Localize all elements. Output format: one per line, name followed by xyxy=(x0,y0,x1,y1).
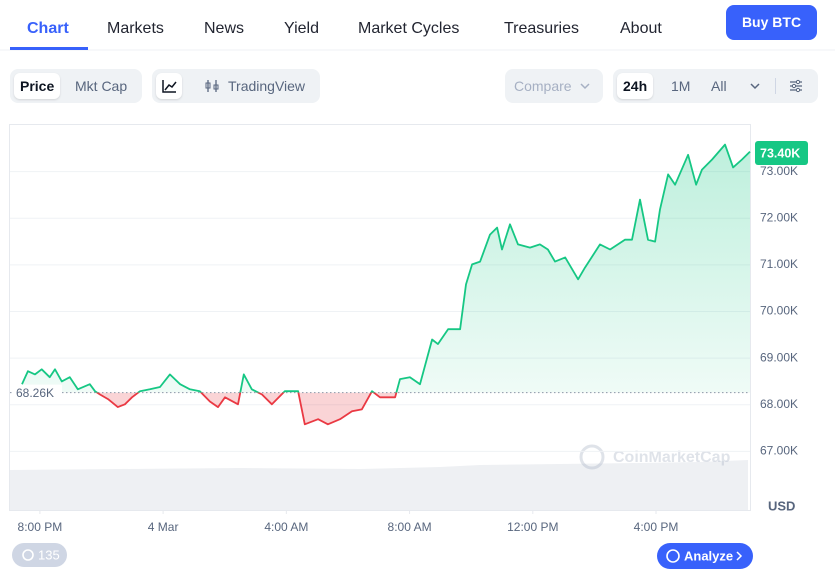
x-tick-label: 12:00 PM xyxy=(507,520,558,534)
candle-icon xyxy=(205,80,219,92)
metric-toggle: Price Mkt Cap xyxy=(10,69,142,103)
x-tick-label: 8:00 PM xyxy=(18,520,63,534)
badge-count: 135 xyxy=(38,547,60,562)
plot-frame xyxy=(9,124,751,511)
area-down xyxy=(97,392,397,425)
nav-tab[interactable]: Treasuries xyxy=(504,20,579,37)
metric-option[interactable]: Mkt Cap xyxy=(75,78,128,94)
nav-tab[interactable]: Market Cycles xyxy=(358,20,460,37)
compare-select[interactable]: Compare xyxy=(505,69,603,103)
area-up xyxy=(22,144,750,393)
buy-button[interactable]: Buy BTC xyxy=(726,5,817,40)
analyze-label: Analyze xyxy=(684,548,733,563)
price-line-down xyxy=(95,392,398,426)
watermark-logo xyxy=(579,444,605,470)
y-tick-label: 73.00K xyxy=(760,164,798,178)
nav-tab[interactable]: Markets xyxy=(107,20,164,37)
range-chevron[interactable] xyxy=(749,80,761,92)
x-tick-label: 4:00 AM xyxy=(264,520,308,534)
last-value-box xyxy=(755,140,808,165)
settings-icon[interactable] xyxy=(789,79,803,93)
chart-tool-toggle: TradingView xyxy=(152,69,320,103)
separator xyxy=(775,78,776,94)
watermark-text: CoinMarketCap xyxy=(613,449,731,466)
tradingview-option[interactable]: TradingView xyxy=(228,78,306,94)
y-tick-label: 69.00K xyxy=(760,350,798,364)
x-tick-label: 4:00 PM xyxy=(634,520,679,534)
watermark: CoinMarketCap xyxy=(579,444,731,470)
nav-tab[interactable]: About xyxy=(620,20,662,37)
price-line-up xyxy=(21,143,751,393)
range-option[interactable]: All xyxy=(711,78,727,94)
line-icon xyxy=(162,80,177,93)
line-chart-option[interactable] xyxy=(156,73,182,99)
baseline-label-box xyxy=(12,384,62,401)
volume-area xyxy=(10,460,748,510)
range-toggle: 24h 1M All xyxy=(613,69,818,103)
x-tick-label: 8:00 AM xyxy=(388,520,432,534)
x-tick-label: 4 Mar xyxy=(148,520,179,534)
active-tab-underline xyxy=(10,47,88,50)
metric-option[interactable]: Price xyxy=(14,73,61,99)
history-badge[interactable]: 135 xyxy=(12,543,67,567)
y-tick-label: 70.00K xyxy=(760,304,798,318)
nav-tab[interactable]: News xyxy=(204,20,245,37)
chevron-icon xyxy=(580,83,590,90)
range-option[interactable]: 24h xyxy=(617,73,654,99)
nav-tab[interactable]: Yield xyxy=(284,20,319,37)
analyze-button[interactable]: Analyze xyxy=(657,543,753,569)
y-tick-label: 68.00K xyxy=(760,397,798,411)
baseline-label: 68.26K xyxy=(16,386,54,400)
nav-tab[interactable]: Chart xyxy=(27,20,69,37)
unit-label: USD xyxy=(768,498,795,513)
range-option[interactable]: 1M xyxy=(671,78,691,94)
last-value-label: 73.40K xyxy=(760,146,800,160)
y-tick-label: 72.00K xyxy=(760,210,798,224)
y-tick-label: 67.00K xyxy=(760,444,798,458)
y-tick-label: 71.00K xyxy=(760,257,798,271)
compare-label: Compare xyxy=(514,78,572,94)
